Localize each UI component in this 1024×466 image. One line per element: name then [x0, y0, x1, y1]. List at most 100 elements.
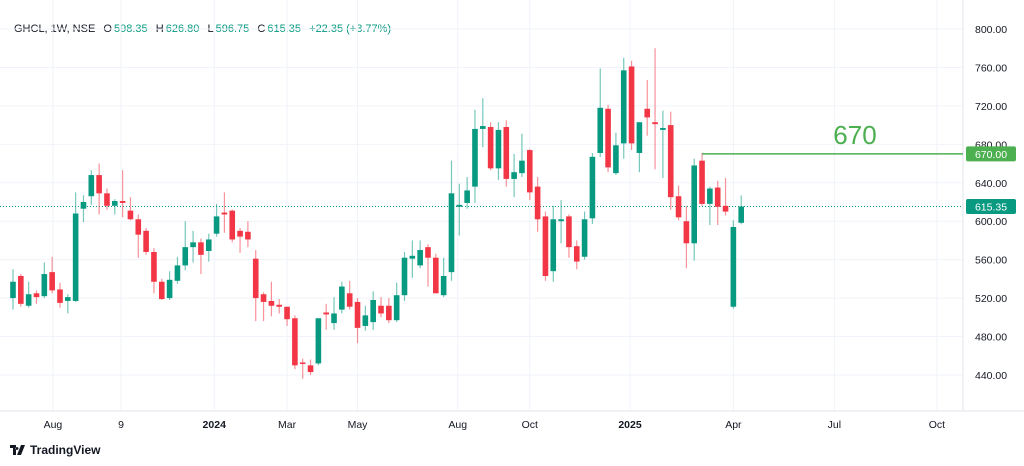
candle [480, 98, 486, 148]
candle [573, 240, 580, 270]
candle-body [707, 188, 713, 204]
candle [386, 298, 392, 324]
candle [80, 195, 87, 223]
candle [503, 120, 510, 187]
candle [135, 214, 142, 258]
x-tick-label: 2025 [618, 419, 642, 431]
candle [65, 294, 71, 314]
candle [558, 200, 564, 244]
candle [96, 163, 102, 215]
candle [182, 221, 189, 271]
candle [174, 256, 181, 284]
candle [299, 358, 306, 379]
candle-body [362, 315, 369, 326]
candle-body [511, 172, 517, 179]
candle-body [378, 305, 384, 314]
candle [519, 133, 525, 177]
candle-body [307, 365, 314, 373]
candle-body [417, 250, 423, 266]
candle-body [323, 312, 329, 315]
candle-body [245, 231, 251, 240]
candle [511, 153, 517, 198]
candle-body [65, 297, 71, 301]
x-tick-label: Oct [522, 419, 538, 431]
candle-body [534, 186, 541, 220]
candle-body [252, 258, 259, 299]
candle [597, 68, 604, 157]
candle [652, 48, 658, 170]
candle [566, 214, 572, 258]
candle-body [292, 318, 298, 366]
candle-body [573, 246, 580, 262]
level-annotation: 670 [833, 120, 876, 150]
candle [213, 203, 220, 237]
candle-body [613, 145, 619, 174]
candle [722, 177, 729, 216]
candle-body [96, 175, 102, 194]
candle-body [331, 313, 337, 324]
x-tick-label: Aug [44, 419, 63, 431]
candle-body [33, 293, 40, 298]
candle [714, 180, 721, 226]
candle-body [339, 286, 345, 310]
candle-body [636, 122, 643, 153]
tradingview-icon [10, 445, 25, 455]
candle-body [370, 300, 376, 323]
candle-body [667, 125, 674, 198]
candle [472, 109, 478, 203]
y-tick-label: 560.00 [975, 255, 1007, 267]
candle [151, 248, 157, 294]
candle-body [652, 122, 658, 125]
y-tick-label: 440.00 [975, 370, 1007, 382]
candle-body [354, 301, 361, 328]
candle-body [542, 216, 549, 276]
x-tick-label: 2024 [203, 419, 227, 431]
candle [589, 152, 596, 225]
candle [221, 192, 228, 233]
candle [730, 220, 737, 309]
candle-body [237, 230, 243, 237]
candle-body [550, 219, 557, 272]
tradingview-logo[interactable]: TradingView [10, 443, 100, 457]
candle-body [393, 295, 400, 321]
last-price-label-bg [966, 198, 1016, 214]
candle [49, 256, 55, 294]
candle [487, 122, 494, 171]
candle [205, 233, 212, 262]
candle-body [503, 127, 510, 179]
candle [628, 60, 635, 151]
candle [41, 262, 48, 299]
x-tick-label: Apr [725, 419, 742, 431]
candle-body [660, 127, 666, 130]
candle-body [456, 204, 463, 207]
candle [245, 221, 251, 248]
candle-body [198, 242, 204, 255]
brand-label: TradingView [30, 443, 101, 457]
candle-body [464, 190, 470, 203]
y-tick-label: 800.00 [975, 24, 1007, 36]
level-price-label-bg [966, 146, 1016, 162]
candle [542, 211, 549, 281]
candle-body [714, 187, 721, 207]
candle [738, 195, 744, 225]
y-tick-label: 720.00 [975, 101, 1007, 113]
candle-body [190, 242, 196, 248]
candle-body [135, 219, 142, 235]
candle-body [143, 230, 149, 252]
candle [691, 158, 698, 261]
candle [292, 315, 298, 370]
candle-body [433, 257, 439, 294]
y-tick-label: 640.00 [975, 178, 1007, 190]
candle-body [480, 126, 486, 129]
candle-body [57, 289, 63, 303]
candle [425, 244, 431, 287]
candle-body [589, 156, 596, 219]
candle-body [683, 221, 690, 244]
candle-body [566, 216, 572, 248]
candle [276, 299, 283, 314]
candle [448, 160, 455, 281]
x-tick-label: 9 [118, 419, 124, 431]
candle-body [276, 304, 283, 307]
